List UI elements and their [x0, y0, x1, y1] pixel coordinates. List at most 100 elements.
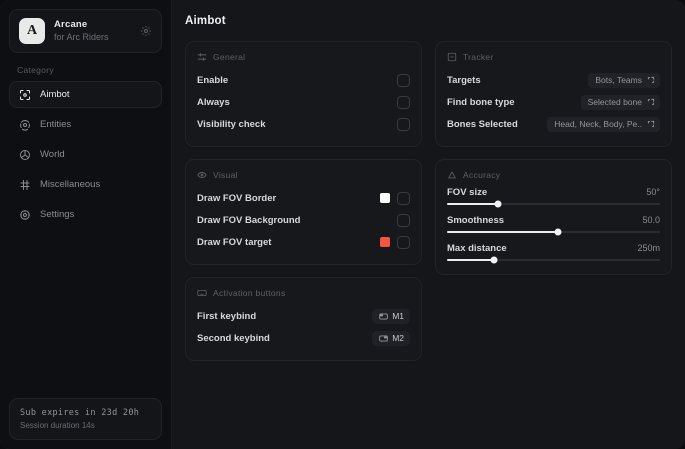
entities-icon [19, 119, 31, 131]
second-keybind-chip[interactable]: M2 [372, 330, 410, 346]
slider-track[interactable] [447, 228, 660, 236]
slider-max-distance[interactable]: Max distance 250m [447, 243, 660, 264]
grid-icon [19, 179, 31, 191]
subscription-status-card: Sub expires in 23d 20h Session duration … [9, 398, 162, 440]
brand-logo: A [19, 18, 45, 44]
row-always[interactable]: Always [197, 91, 410, 113]
row-label: Visibility check [197, 118, 266, 130]
panel-tracker-header: Tracker [447, 52, 660, 62]
sidebar-item-miscellaneous[interactable]: Miscellaneous [9, 171, 162, 198]
expand-icon [647, 76, 655, 84]
keyboard-icon [197, 288, 207, 298]
panel-accuracy: Accuracy FOV size 50° [435, 159, 672, 275]
slider-knob [494, 200, 502, 208]
panel-general: General Enable Always [185, 41, 422, 147]
panel-activation-buttons: Activation buttons First keybind [185, 277, 422, 361]
bones-selected-value: Head, Neck, Body, Pe.. [554, 119, 642, 129]
row-label: Always [197, 96, 230, 108]
panel-tracker: Tracker Targets Bots, Teams [435, 41, 672, 147]
find-bone-type-select[interactable]: Selected bone [580, 94, 660, 110]
sidebar-spacer [9, 228, 162, 398]
sidebar-item-aimbot[interactable]: Aimbot [9, 81, 162, 108]
main-content: Aimbot General Enable [172, 0, 685, 449]
row-controls: Selected bone [580, 94, 660, 110]
slider-smoothness[interactable]: Smoothness 50.0 [447, 215, 660, 236]
slider-track[interactable] [447, 200, 660, 208]
fov-target-color-swatch[interactable] [380, 237, 390, 247]
sub-expiry-text: Sub expires in 23d 20h [20, 408, 140, 418]
row-first-keybind[interactable]: First keybind M1 [197, 305, 410, 327]
row-controls: M2 [372, 330, 410, 346]
draw-fov-background-checkbox[interactable] [397, 213, 410, 227]
row-targets[interactable]: Targets Bots, Teams [447, 69, 660, 91]
mouse-right-icon [378, 334, 388, 342]
row-visibility-check[interactable]: Visibility check [197, 113, 410, 135]
row-second-keybind[interactable]: Second keybind M2 [197, 327, 410, 349]
slider-fill [447, 203, 499, 205]
draw-fov-border-checkbox[interactable] [397, 191, 410, 205]
row-label: Bones Selected [447, 118, 518, 130]
gear-icon [19, 209, 31, 221]
slider-label: Smoothness [447, 215, 505, 226]
slider-track[interactable] [447, 256, 660, 264]
row-label: Draw FOV Border [197, 192, 277, 204]
targets-value: Bots, Teams [595, 75, 642, 85]
row-bones-selected[interactable]: Bones Selected Head, Neck, Body, Pe.. [447, 113, 660, 135]
brand-card[interactable]: A Arcane for Arc Riders [9, 9, 162, 53]
row-label: Enable [197, 74, 229, 86]
row-controls [397, 95, 410, 109]
sidebar-item-settings[interactable]: Settings [9, 201, 162, 228]
slider-fov-size[interactable]: FOV size 50° [447, 187, 660, 208]
row-controls [380, 191, 410, 205]
row-controls: Bots, Teams [588, 72, 660, 88]
draw-fov-target-checkbox[interactable] [397, 235, 410, 249]
sidebar-nav: Aimbot Entities [9, 81, 162, 228]
panel-tracker-title: Tracker [463, 52, 494, 62]
row-draw-fov-target[interactable]: Draw FOV target [197, 231, 410, 253]
brand-text: Arcane for Arc Riders [54, 18, 131, 42]
row-draw-fov-background[interactable]: Draw FOV Background [197, 209, 410, 231]
slider-smoothness-head: Smoothness 50.0 [447, 215, 660, 226]
brand-name: Arcane [54, 18, 88, 30]
slider-fov-size-head: FOV size 50° [447, 187, 660, 198]
row-controls [397, 117, 410, 131]
panel-general-title: General [213, 52, 246, 62]
sidebar-item-entities[interactable]: Entities [9, 111, 162, 138]
slider-value: 50° [646, 187, 660, 197]
row-label: Second keybind [197, 332, 270, 344]
second-keybind-value: M2 [392, 333, 404, 343]
expand-icon [647, 120, 655, 128]
row-controls [380, 235, 410, 249]
triangle-icon [447, 170, 457, 180]
fov-border-color-swatch[interactable] [380, 193, 390, 203]
always-checkbox[interactable] [397, 95, 410, 109]
row-label: Draw FOV target [197, 236, 272, 248]
sidebar-item-label: Entities [40, 119, 72, 130]
row-controls [397, 73, 410, 87]
panel-activation-title: Activation buttons [213, 288, 286, 298]
enable-checkbox[interactable] [397, 73, 410, 87]
panel-visual-header: Visual [197, 170, 410, 180]
bones-selected-select[interactable]: Head, Neck, Body, Pe.. [547, 116, 660, 132]
sidebar-item-label: Settings [40, 209, 75, 220]
row-enable[interactable]: Enable [197, 69, 410, 91]
row-label: Find bone type [447, 96, 515, 108]
first-keybind-value: M1 [392, 311, 404, 321]
row-draw-fov-border[interactable]: Draw FOV Border [197, 187, 410, 209]
expand-icon [647, 98, 655, 106]
panel-activation-header: Activation buttons [197, 288, 410, 298]
gear-icon[interactable] [140, 25, 152, 37]
sidebar-item-label: World [40, 149, 65, 160]
targets-select[interactable]: Bots, Teams [588, 72, 660, 88]
sidebar-item-world[interactable]: World [9, 141, 162, 168]
first-keybind-chip[interactable]: M1 [372, 308, 410, 324]
slider-label: FOV size [447, 187, 488, 198]
visibility-check-checkbox[interactable] [397, 117, 410, 131]
category-label: Category [17, 65, 54, 75]
sidebar: A Arcane for Arc Riders Category [0, 0, 172, 449]
row-label: Draw FOV Background [197, 214, 301, 226]
page-title: Aimbot [185, 15, 226, 27]
row-find-bone-type[interactable]: Find bone type Selected bone [447, 91, 660, 113]
slider-fill [447, 259, 494, 261]
